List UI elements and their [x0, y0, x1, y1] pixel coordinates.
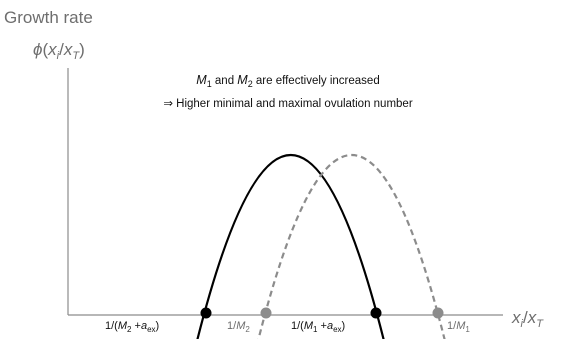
- label-m1-aex: 1/(M1 +aex): [291, 320, 345, 334]
- root-marker-m1-aex: [370, 307, 382, 319]
- dashed-growth-curve: [257, 154, 446, 339]
- x-axis-label: xi/xT: [511, 308, 544, 330]
- annotation-line-1: M1 and M2 are effectively increased: [196, 73, 379, 89]
- label-m1: 1/M1: [447, 320, 470, 334]
- y-axis-symbol: ϕ(xi/xT): [33, 40, 85, 62]
- label-m2-aex: 1/(M2 +aex): [105, 320, 159, 334]
- root-marker-m2-aex: [200, 307, 212, 319]
- root-marker-m1: [432, 307, 444, 319]
- y-axis-title: Growth rate: [4, 8, 93, 27]
- root-marker-m2: [260, 307, 272, 319]
- label-m2: 1/M2: [227, 320, 250, 334]
- solid-growth-curve: [196, 154, 385, 339]
- annotation-line-2: ⇒ Higher minimal and maximal ovulation n…: [163, 98, 412, 110]
